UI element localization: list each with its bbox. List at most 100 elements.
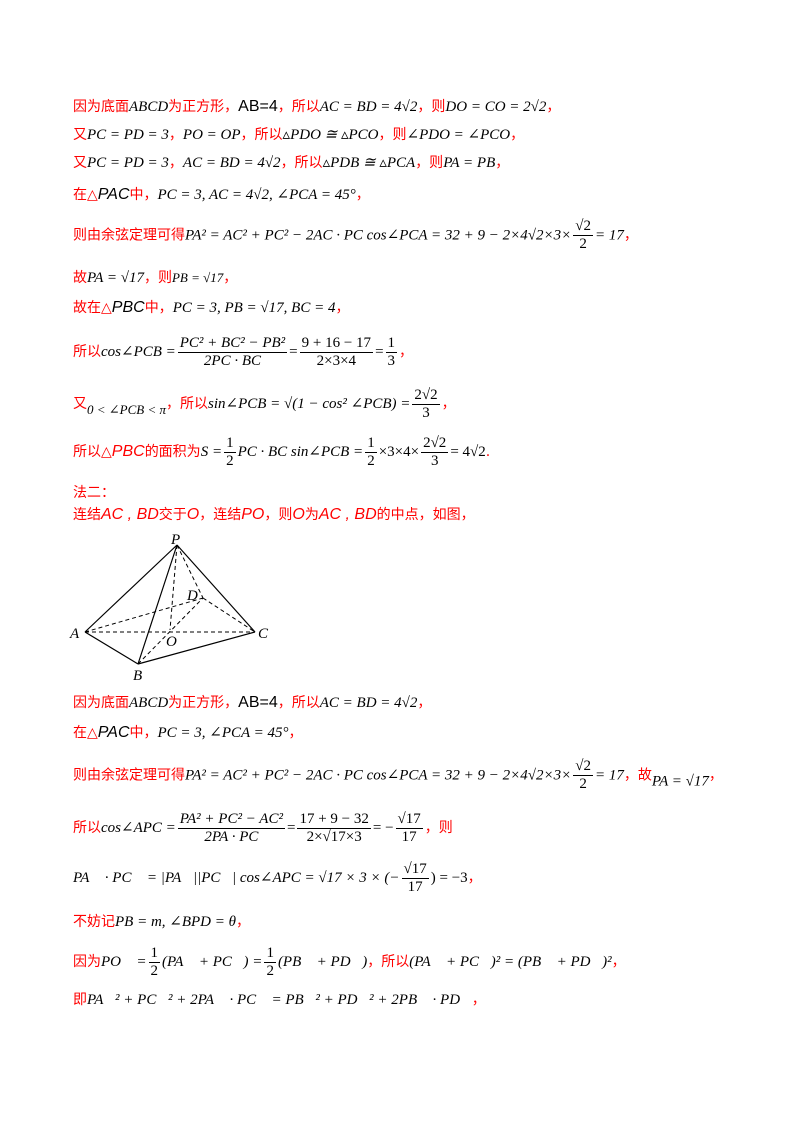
text: 的面积为 [144,444,201,460]
text: 又 [73,155,87,171]
numerator: 2√2 [412,386,440,405]
text: 即 [73,992,87,1008]
text: 在△ [73,187,98,203]
denominator: 2 [266,962,274,979]
math: ABCD [129,99,169,115]
math: PA = PB [443,155,496,171]
math: PB = m, ∠BPD = θ [115,914,236,930]
math: PBC [111,443,145,460]
text: 连结 [73,507,101,523]
math: = 17 [594,767,624,784]
numerator: PC² + BC² − PB² [177,334,288,353]
math: AC , BD [318,506,377,523]
fraction: 17 + 9 − 32 2×√17×3 [297,811,371,846]
line-18: 不妨记PB = m, ∠BPD = θ， [73,912,250,932]
text: ， [708,767,723,784]
math: S = [200,444,223,460]
text: ，所以 [367,954,410,970]
math: O [186,506,200,523]
denominator: 2 [226,452,234,469]
math: ×3×4× [378,444,420,460]
line-15: 则由余弦定理可得PA² = AC² + PC² − 2AC · PC cos∠P… [73,758,723,793]
math: PAC [97,186,130,203]
text: ， [168,155,183,171]
text: 的中点，如图， [376,507,475,523]
text: ， [355,187,370,203]
numerator: 2√2 [421,434,449,453]
line-1: 因为底面ABCD为正方形，AB=4，所以AC = BD = 4√2，则DO = … [73,97,560,117]
math: = [289,344,298,360]
text: ，则 [264,507,293,523]
math: PC = 3, PB = √17, BC = 4 [172,300,336,316]
math: PC = 3, ∠PCA = 45° [157,725,289,741]
fraction: PA² + PC² − AC² 2PA · PC [177,810,285,846]
numerator: √2 [573,218,593,236]
line-7: 故在△PBC中，PC = 3, PB = √17, BC = 4， [73,298,349,318]
text: 所以△ [73,444,112,460]
fraction: √17 17 [401,861,429,896]
math: PA = √17 [651,773,709,790]
text: 交于 [158,507,187,523]
numerator: 1 [365,434,377,453]
text: 又 [73,396,87,412]
math: ABCD [129,695,169,711]
math: = − [372,820,394,836]
text: 中， [144,300,173,316]
numerator: 1 [385,334,398,353]
numerator: 1 [148,944,161,963]
text: ， [623,227,638,244]
denominator: 2PC · BC [203,352,262,369]
text: ， [335,300,350,316]
text: ， [495,155,510,171]
math: PO [241,506,265,523]
math: DO = CO = 2√2 [445,99,547,115]
text: 中， [129,725,158,741]
text: ， [471,992,486,1008]
line-13: 因为底面ABCD为正方形，AB=4，所以AC = BD = 4√2， [73,693,431,713]
numerator: √17 [395,810,423,829]
line-16: 所以cos∠APC = PA² + PC² − AC² 2PA · PC = 17 + … [73,808,453,848]
denominator: 2 [579,236,587,252]
text: 为正方形， [168,695,239,711]
math: PA² = AC² + PC² − 2AC · PC cos∠PCA = 32 … [185,767,572,784]
denominator: 2 [367,452,375,469]
numerator: 9 + 16 − 17 [299,334,374,353]
math: AC = BD = 4√2 [319,99,418,115]
math: PO = OP [182,127,241,143]
math: PC · BC sin∠PCB = [237,444,364,460]
line-2: 又PC = PD = 3，PO = OP，所以▵PDO ≅ ▵PCO，则∠PDO… [73,125,524,145]
math: AC , BD [101,506,159,523]
text: 所以 [73,344,101,360]
math: = [375,344,384,360]
label-a: A [69,626,80,642]
text: ， [399,344,414,360]
math: AB=4 [238,98,278,115]
math: (PB⃗ + PD⃗) [277,954,368,970]
label-o: O [166,634,177,650]
text: 则由余弦定理可得 [73,767,185,784]
line-14: 在△PAC中，PC = 3, ∠PCA = 45°， [73,723,303,743]
fraction: 2√2 3 [412,386,440,422]
line-9: 又0 < ∠PCB < π，所以sin∠PCB = √(1 − cos² ∠PC… [73,384,456,430]
label-b: B [133,668,142,684]
text: . [485,444,491,460]
numerator: PA² + PC² − AC² [177,810,285,829]
text: 所以 [73,820,101,836]
line-19: 因为PO⃗ = 1 2 (PA⃗ + PC⃗) = 1 2 (PB⃗ + PD⃗)，所以(P… [73,942,626,982]
text: ，所以 [240,127,283,143]
fraction: 2√2 3 [421,434,449,470]
math: AB=4 [238,694,278,711]
line-12: 连结AC , BD交于O，连结PO，则O为AC , BD的中点，如图， [73,505,475,525]
fraction: √2 2 [573,758,593,793]
denominator: 17 [401,828,417,845]
text: ，则 [415,155,444,171]
denominator: 2×√17×3 [306,828,362,845]
math: PA² = AC² + PC² − 2AC · PC cos∠PCA = 32 … [185,227,572,244]
line-10: 所以△PBC的面积为S = 1 2 PC · BC sin∠PCB = 1 2 ×3×4× 2… [73,432,490,472]
numerator: √2 [573,758,593,776]
denominator: 2×3×4 [316,352,357,369]
math: ∠PDO = ∠PCO [406,127,511,143]
